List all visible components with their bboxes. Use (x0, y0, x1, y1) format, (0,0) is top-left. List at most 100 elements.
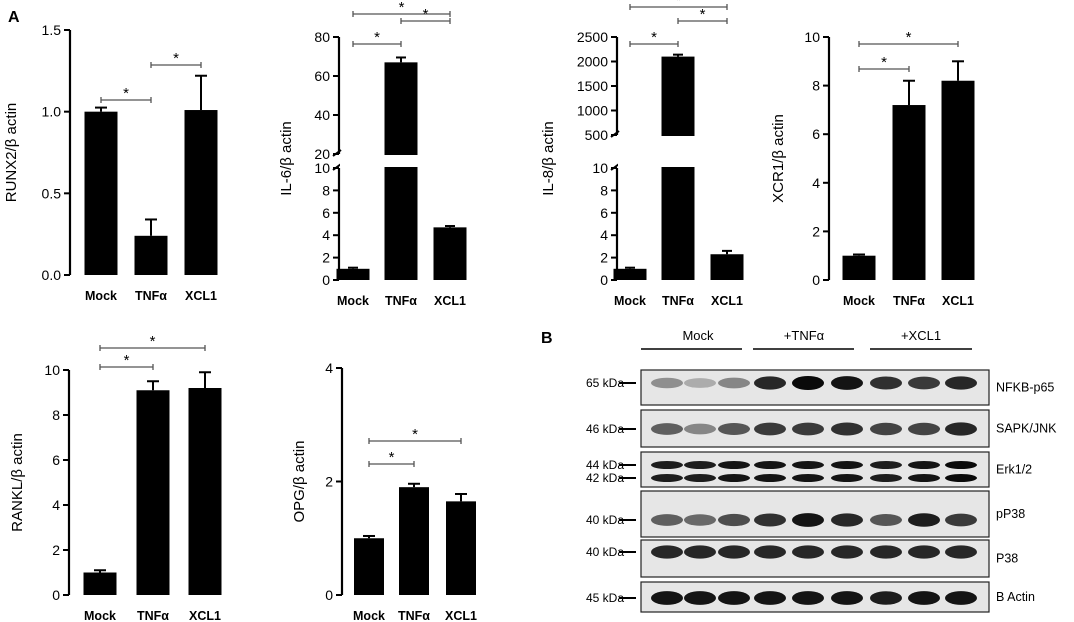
significance-star: * (389, 449, 395, 466)
significance-star: * (124, 352, 130, 369)
blot-protein-label: P38 (996, 552, 1018, 566)
blot-band (718, 513, 750, 527)
y-tick-label: 6 (812, 126, 820, 142)
y-tick-label: 2500 (577, 29, 608, 45)
x-tick-label: TNFα (137, 609, 169, 622)
bar (892, 105, 926, 280)
blot-band (945, 422, 977, 436)
y-tick-label: 6 (600, 205, 608, 221)
significance-star: * (651, 29, 657, 46)
blot-band (945, 461, 977, 469)
blot-band (870, 474, 902, 482)
y-tick-label: 4 (322, 227, 330, 243)
significance-star: * (412, 426, 418, 443)
x-tick-label: XCL1 (434, 294, 466, 308)
y-tick-label: 10 (44, 362, 60, 378)
blot-band (754, 461, 786, 469)
blot-band (718, 461, 750, 469)
blot-marker-label: 40 kDa (586, 513, 624, 527)
bar (136, 390, 170, 595)
y-axis-title: RUNX2/β actin (3, 103, 20, 203)
blot-band (792, 422, 824, 436)
blot-band (945, 591, 977, 605)
blot-marker-label: 44 kDa (586, 458, 624, 472)
x-tick-label: XCL1 (445, 609, 477, 622)
bar (184, 110, 218, 276)
blot-band (754, 376, 786, 390)
x-tick-label: TNFα (893, 294, 925, 308)
blot-marker-label: 46 kDa (586, 422, 624, 436)
bar (354, 538, 384, 595)
blot-band (754, 591, 786, 605)
significance-star: * (374, 29, 380, 46)
bar (710, 254, 744, 280)
blot-band (718, 474, 750, 482)
blot-strip (640, 451, 990, 488)
x-tick-label: TNFα (662, 294, 694, 308)
y-tick-label: 8 (322, 182, 330, 198)
y-tick-label: 2000 (577, 54, 608, 70)
panel-label-a: A (8, 9, 20, 26)
y-tick-label: 80 (314, 29, 330, 45)
significance-star: * (123, 85, 129, 102)
blot-group-label: +XCL1 (901, 328, 941, 343)
blot-band (831, 422, 863, 436)
y-tick-label: 1500 (577, 78, 608, 94)
significance-star: * (150, 333, 156, 350)
blot-band (718, 423, 750, 435)
y-tick-label: 6 (52, 452, 60, 468)
blot-band (831, 376, 863, 390)
blot-marker-label: 45 kDa (586, 591, 624, 605)
blot-marker-label: 42 kDa (586, 471, 624, 485)
blot-strip (640, 539, 990, 578)
blot-band (718, 377, 750, 389)
blot-band (831, 474, 863, 482)
blot-band (754, 513, 786, 527)
blot-band (908, 422, 940, 436)
x-tick-label: TNFα (398, 609, 430, 622)
x-tick-label: Mock (843, 294, 875, 308)
blot-band (684, 514, 716, 526)
y-axis-title: IL-6/β actin (278, 121, 295, 196)
panel-label-b: B (541, 330, 553, 347)
x-tick-label: XCL1 (711, 294, 743, 308)
y-tick-label: 2 (52, 542, 60, 558)
blot-band (792, 545, 824, 559)
y-tick-label: 8 (600, 182, 608, 198)
blot-band (651, 545, 683, 559)
x-tick-label: Mock (84, 609, 116, 622)
blot-band (792, 461, 824, 469)
x-tick-label: Mock (85, 289, 117, 303)
y-tick-label: 1.0 (42, 104, 62, 120)
x-tick-label: Mock (353, 609, 385, 622)
blot-band (870, 591, 902, 605)
y-tick-label: 0.5 (42, 185, 62, 201)
blot-band (754, 422, 786, 436)
blot-protein-label: Erk1/2 (996, 463, 1032, 477)
y-tick-label: 4 (812, 175, 820, 191)
blot-band (792, 376, 824, 390)
blot-band (684, 591, 716, 605)
blot-protein-label: NFKB-p65 (996, 381, 1054, 395)
blot-band (684, 461, 716, 469)
western-blot: Mock +TNFα +XCL1 65 kDa NFKB-p65 46 kDa SAPK/J… (586, 328, 1057, 613)
chart-il8: 500 1000 1500 2000 2500 0 2 4 6 8 10 Mock TNFα XCL1 IL… (540, 0, 753, 308)
y-tick-label: 1000 (577, 103, 608, 119)
y-tick-label: 0 (322, 272, 330, 288)
blot-band (908, 461, 940, 469)
blot-band (945, 513, 977, 527)
y-axis-title: XCR1/β actin (770, 114, 787, 203)
y-tick-label: 2 (600, 250, 608, 266)
blot-band (908, 545, 940, 559)
blot-band (651, 377, 683, 389)
y-tick-label: 6 (322, 205, 330, 221)
y-tick-label: 20 (314, 146, 330, 162)
bar (613, 268, 647, 280)
significance-star: * (173, 50, 179, 67)
blot-group-label: Mock (682, 328, 714, 343)
chart-rankl: 0 2 4 6 8 10 Mock TNFα XCL1 RANKL/β actin * * (9, 333, 222, 622)
blot-group-label: +TNFα (784, 328, 825, 343)
bar (842, 255, 876, 280)
chart-opg: 0 2 4 Mock TNFα XCL1 OPG/β actin * * (291, 360, 477, 622)
significance-star: * (676, 0, 682, 9)
